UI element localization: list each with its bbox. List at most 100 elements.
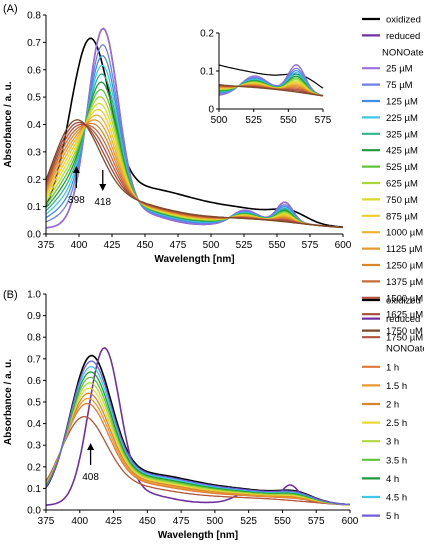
- x-tick-label: 600: [342, 516, 359, 527]
- series-line-a-17: [45, 121, 344, 229]
- legend-label: 2 h: [386, 400, 399, 411]
- y-tick-label: 0.4: [27, 120, 41, 131]
- series-line-a-18: [45, 119, 344, 229]
- annotation-label: 418: [94, 197, 111, 208]
- inset-y-tick-label: 0: [208, 105, 214, 116]
- y-tick-label: 0.8: [27, 333, 41, 344]
- x-tick-label: 525: [240, 516, 257, 527]
- y-tick-label: 0.7: [27, 354, 41, 365]
- legend-label: 4 h: [386, 474, 399, 485]
- legend-label: NONOate: [382, 47, 424, 58]
- y-tick-label: 0.3: [27, 441, 41, 452]
- legend-label: 1750 µM: [386, 333, 423, 344]
- legend-label: 1125 µM: [386, 244, 423, 255]
- legend-label: 750 µM: [386, 195, 418, 206]
- y-tick-label: 0.5: [27, 93, 41, 104]
- series-line-b-3: [45, 402, 351, 506]
- x-tick-label: 400: [71, 516, 88, 527]
- annotation-arrowhead: [99, 184, 107, 191]
- y-tick-label: 0.6: [27, 376, 41, 387]
- series-line-b-10: [45, 365, 351, 506]
- annotation-arrowhead: [72, 166, 80, 173]
- legend-label: 325 µM: [386, 129, 418, 140]
- legend-label: 425 µM: [386, 146, 418, 157]
- inset-y-tick-label: 0.2: [200, 29, 214, 40]
- legend-label: 4.5 h: [386, 493, 407, 504]
- x-tick-label: 450: [137, 240, 154, 251]
- x-tick-label: 475: [173, 516, 190, 527]
- panel-a-y-label: Absorbance / a. u.: [3, 81, 14, 167]
- y-tick-label: 0.4: [27, 419, 41, 430]
- x-tick-label: 550: [269, 240, 286, 251]
- annotation-label: 408: [82, 472, 99, 483]
- x-tick-label: 525: [236, 240, 253, 251]
- legend-label: 1375 µM: [386, 277, 423, 288]
- legend-label: 1625 µM: [386, 310, 423, 321]
- legend-label: 625 µM: [386, 179, 418, 190]
- legend-label: 1 h: [386, 362, 399, 373]
- inset-series-line-18: [218, 84, 324, 97]
- x-tick-label: 550: [274, 516, 291, 527]
- series-line-a-16: [45, 123, 344, 229]
- legend-label: 1000 µM: [386, 228, 423, 239]
- y-tick-label: 0.7: [27, 38, 41, 49]
- x-tick-label: 600: [335, 240, 352, 251]
- legend-label: 1500 µM: [386, 293, 423, 304]
- legend-label: 3.5 h: [386, 455, 407, 466]
- x-tick-label: 400: [71, 240, 88, 251]
- series-line-b-6: [45, 387, 351, 506]
- y-tick-label: 0.1: [27, 202, 41, 213]
- series-line-a-14: [45, 122, 344, 229]
- panel-a-legend: oxidized reduced NONOate 25 µM 75 µM 125 µM 22…: [362, 15, 424, 337]
- legend-label: 3 h: [386, 437, 399, 448]
- series-line-b-4: [45, 397, 351, 506]
- legend-label: NONOate: [386, 344, 424, 355]
- x-tick-label: 575: [308, 516, 325, 527]
- panel-a: (A) 0.0 0.1 0.2 0.3 0.4 0.5 0.6 0.7 0.8 375 400 425…: [3, 3, 424, 337]
- panel-b-label: (B): [3, 289, 18, 301]
- y-tick-label: 0.2: [27, 175, 41, 186]
- panel-a-x-label: Wavelength [nm]: [154, 254, 234, 265]
- series-line-a-15: [45, 124, 344, 229]
- series-line-b-9: [45, 371, 351, 506]
- panel-b: (B) 0.0 0.1 0.2 0.3 0.4 0.5 0.6 0.7 0.8 0.9 1.0 375…: [3, 289, 424, 541]
- x-tick-label: 475: [170, 240, 187, 251]
- y-tick-label: 0.2: [27, 462, 41, 473]
- legend-label: 25 µM: [386, 64, 413, 75]
- panel-b-x-label: Wavelength [nm]: [158, 530, 238, 541]
- y-tick-label: 0.0: [27, 230, 41, 241]
- legend-label: 1250 µM: [386, 261, 423, 272]
- annotation-label: 398: [68, 195, 85, 206]
- x-tick-label: 375: [38, 240, 55, 251]
- legend-label: reduced: [386, 31, 420, 42]
- legend-label: 2.5 h: [386, 418, 407, 429]
- series-line-b-11: [45, 360, 351, 506]
- y-tick-label: 0.8: [27, 11, 41, 22]
- x-tick-label: 500: [207, 516, 224, 527]
- y-tick-label: 0.6: [27, 65, 41, 76]
- legend-label: reduced: [386, 314, 420, 325]
- legend-label: 525 µM: [386, 162, 418, 173]
- legend-label: 875 µM: [386, 211, 418, 222]
- series-line-a-2: [45, 27, 344, 229]
- y-tick-label: 0.1: [27, 484, 41, 495]
- legend-label: 1750 uM: [386, 326, 423, 337]
- series-line-b-5: [45, 392, 351, 506]
- annotation-arrowhead: [87, 443, 95, 450]
- inset-x-tick-label: 500: [211, 115, 228, 126]
- x-tick-label: 450: [139, 516, 156, 527]
- inset-y-tick-label: 0.1: [200, 67, 214, 78]
- legend-label: oxidized: [386, 296, 421, 307]
- inset-background: [191, 25, 335, 129]
- series-line-a-13: [45, 119, 344, 229]
- series-line-b-2: [45, 415, 351, 506]
- y-tick-label: 0.9: [27, 311, 41, 322]
- series-line-b-8: [45, 376, 351, 506]
- legend-label: oxidized: [386, 15, 421, 26]
- inset-x-tick-label: 550: [280, 115, 297, 126]
- x-tick-label: 425: [104, 240, 121, 251]
- y-tick-label: 0.0: [27, 506, 41, 517]
- x-tick-label: 575: [302, 240, 319, 251]
